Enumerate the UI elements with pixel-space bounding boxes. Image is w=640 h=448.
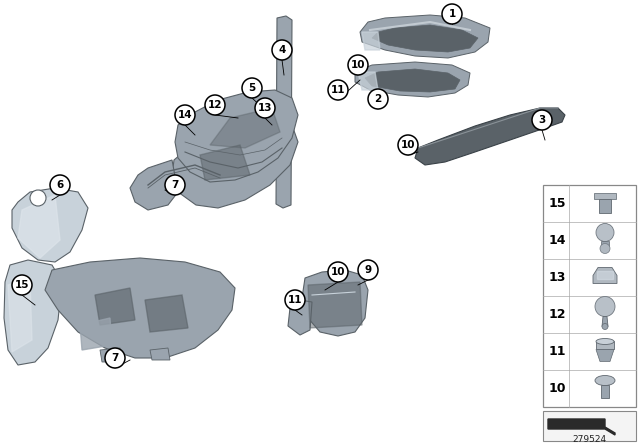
Polygon shape <box>355 62 470 97</box>
Circle shape <box>602 323 608 329</box>
Polygon shape <box>358 72 378 90</box>
Polygon shape <box>302 270 368 336</box>
Circle shape <box>175 105 195 125</box>
Circle shape <box>595 297 615 316</box>
Polygon shape <box>200 145 250 180</box>
Text: 12: 12 <box>208 100 222 110</box>
Polygon shape <box>18 195 60 258</box>
Polygon shape <box>150 348 170 360</box>
Circle shape <box>12 275 32 295</box>
Text: 11: 11 <box>331 85 345 95</box>
Text: 10: 10 <box>331 267 345 277</box>
Circle shape <box>398 135 418 155</box>
Text: 2: 2 <box>374 94 381 104</box>
Text: 15: 15 <box>548 197 566 210</box>
Polygon shape <box>145 295 188 332</box>
Polygon shape <box>594 194 616 199</box>
Text: 4: 4 <box>278 45 285 55</box>
Circle shape <box>255 98 275 118</box>
Polygon shape <box>360 15 490 58</box>
Text: 3: 3 <box>538 115 546 125</box>
Polygon shape <box>597 271 613 280</box>
Polygon shape <box>308 282 362 328</box>
Text: 10: 10 <box>351 60 365 70</box>
Polygon shape <box>45 258 235 358</box>
Polygon shape <box>596 341 614 349</box>
Polygon shape <box>288 300 312 335</box>
Text: 9: 9 <box>364 265 372 275</box>
Polygon shape <box>210 108 280 148</box>
Polygon shape <box>596 349 614 362</box>
Circle shape <box>442 4 462 24</box>
Polygon shape <box>100 348 122 362</box>
Circle shape <box>165 175 185 195</box>
Polygon shape <box>601 385 609 399</box>
Polygon shape <box>593 267 617 284</box>
Text: 15: 15 <box>15 280 29 290</box>
Text: 11: 11 <box>288 295 302 305</box>
Bar <box>543 411 636 441</box>
Polygon shape <box>548 419 615 435</box>
Circle shape <box>205 95 225 115</box>
Circle shape <box>30 190 46 206</box>
Text: 11: 11 <box>548 345 566 358</box>
Text: 6: 6 <box>56 180 63 190</box>
Polygon shape <box>172 118 298 208</box>
Bar <box>543 185 636 407</box>
Polygon shape <box>372 25 478 52</box>
Ellipse shape <box>596 339 614 345</box>
Circle shape <box>50 175 70 195</box>
Polygon shape <box>175 90 298 182</box>
Circle shape <box>328 262 348 282</box>
Text: 7: 7 <box>111 353 118 363</box>
Text: 14: 14 <box>178 110 192 120</box>
Circle shape <box>285 290 305 310</box>
Circle shape <box>328 80 348 100</box>
Polygon shape <box>365 69 460 92</box>
Polygon shape <box>80 318 112 350</box>
Text: 14: 14 <box>548 234 566 247</box>
Text: 12: 12 <box>548 308 566 321</box>
Text: 1: 1 <box>449 9 456 19</box>
Circle shape <box>272 40 292 60</box>
Polygon shape <box>8 278 32 352</box>
Text: 5: 5 <box>248 83 255 93</box>
Circle shape <box>368 89 388 109</box>
Circle shape <box>105 348 125 368</box>
Polygon shape <box>130 160 178 210</box>
Text: 7: 7 <box>172 180 179 190</box>
Circle shape <box>358 260 378 280</box>
Polygon shape <box>601 241 609 246</box>
Polygon shape <box>12 188 88 262</box>
Ellipse shape <box>595 375 615 385</box>
Polygon shape <box>276 16 292 208</box>
Polygon shape <box>4 260 62 365</box>
Text: 10: 10 <box>401 140 415 150</box>
Polygon shape <box>599 199 611 214</box>
Circle shape <box>242 78 262 98</box>
Polygon shape <box>602 316 608 327</box>
Circle shape <box>348 55 368 75</box>
Polygon shape <box>95 288 135 325</box>
Polygon shape <box>415 108 565 165</box>
Circle shape <box>600 244 610 254</box>
Text: 279524: 279524 <box>572 435 607 444</box>
Text: 13: 13 <box>258 103 272 113</box>
Text: 13: 13 <box>548 271 566 284</box>
Polygon shape <box>362 32 380 50</box>
Text: 10: 10 <box>548 382 566 395</box>
Circle shape <box>596 224 614 241</box>
Circle shape <box>532 110 552 130</box>
